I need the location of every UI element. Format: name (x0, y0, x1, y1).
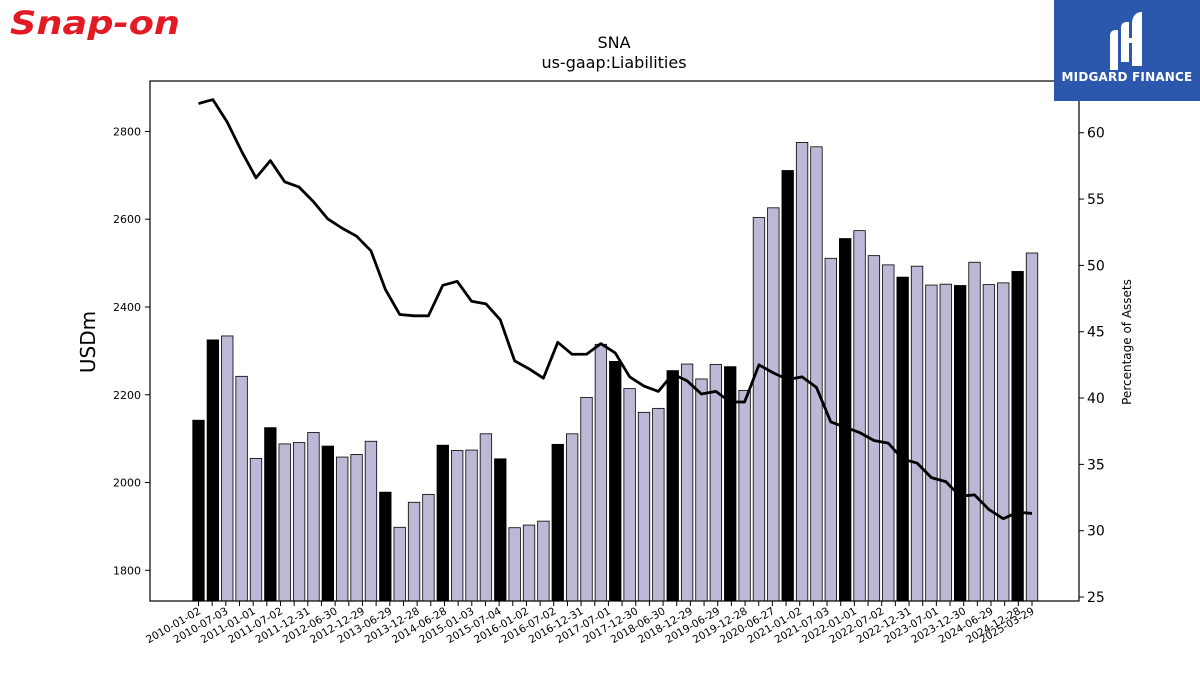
bar (422, 493, 435, 602)
bar (522, 524, 536, 602)
bar (767, 207, 780, 602)
bar (680, 363, 694, 602)
bar (695, 378, 708, 602)
bar (264, 427, 277, 602)
bar (623, 388, 636, 602)
bar (465, 449, 478, 602)
y2-tick-label: 55 (1087, 192, 1105, 208)
y2-tick-label: 40 (1087, 391, 1105, 407)
y-axis-label: USDm (76, 311, 100, 373)
bar (953, 285, 967, 602)
bar (508, 527, 521, 602)
x-axis: 2010-01-022010-07-032011-01-012011-07-02… (144, 601, 1037, 646)
y2-tick-label: 60 (1087, 126, 1105, 142)
bar (1011, 271, 1024, 602)
bar (810, 146, 823, 602)
bar (666, 370, 679, 602)
bar (882, 264, 895, 602)
y2-tick-label: 30 (1087, 524, 1105, 540)
bar (594, 343, 608, 602)
bar (407, 501, 421, 602)
chart-title: SNA (597, 33, 630, 52)
bar (494, 458, 507, 602)
bar (968, 261, 981, 602)
bar (336, 456, 349, 602)
bar (206, 339, 220, 602)
bar (249, 457, 263, 602)
bar (982, 284, 996, 602)
line-series (198, 98, 1033, 521)
bar (795, 142, 809, 602)
left-y-axis: 1800 2000 2200 2400 2600 2800 (113, 125, 150, 577)
bar (824, 257, 837, 602)
midgard-logo-icon (1110, 12, 1142, 70)
bar (235, 375, 248, 602)
bar (853, 230, 866, 602)
y-tick-label: 2200 (113, 389, 141, 402)
bar (551, 443, 564, 602)
y-tick-label: 2600 (113, 213, 141, 226)
bar (896, 276, 909, 602)
y-tick-label: 2400 (113, 301, 141, 314)
midgard-badge-name: MIDGARD FINANCE (1061, 70, 1193, 84)
bar (192, 419, 205, 602)
bar (350, 454, 363, 602)
y2-axis-label: Percentage of Assets (1120, 279, 1134, 405)
bar (939, 283, 952, 602)
bar (910, 265, 924, 602)
y2-tick-label: 45 (1087, 325, 1105, 341)
plot-frame (149, 80, 1080, 602)
bar-series (192, 142, 1039, 602)
bar (278, 443, 291, 602)
bar (709, 364, 722, 602)
percent-of-assets-line (198, 98, 1033, 521)
bar (436, 444, 449, 602)
bar (292, 442, 306, 602)
bar (379, 491, 392, 602)
bar (752, 217, 766, 602)
midgard-finance-badge: MIDGARD FINANCE (1054, 0, 1200, 101)
y-tick-label: 2800 (113, 125, 141, 138)
bar (479, 433, 493, 602)
right-y-axis: 25 30 35 40 45 50 55 60 (1079, 126, 1105, 606)
y-tick-label: 1800 (113, 564, 141, 577)
bar (637, 411, 651, 602)
bar (1025, 252, 1039, 602)
bar (781, 170, 794, 602)
bar (451, 450, 464, 602)
bar (839, 238, 852, 602)
snap-on-logo: Snap-on (10, 4, 180, 40)
bar (565, 433, 579, 602)
bar (580, 396, 593, 602)
bar (364, 440, 378, 602)
bar (537, 520, 550, 602)
y-tick-label: 2000 (113, 477, 141, 490)
bar (997, 282, 1010, 602)
bar (867, 255, 881, 602)
bar (321, 445, 334, 602)
bar (652, 407, 665, 602)
y2-tick-label: 35 (1087, 457, 1105, 473)
bar (738, 389, 751, 602)
bar (307, 432, 320, 602)
y2-tick-label: 25 (1087, 590, 1105, 606)
chart-subtitle: us-gaap:Liabilities (541, 53, 686, 72)
bar (221, 335, 234, 602)
bar (609, 361, 622, 602)
bar (925, 284, 938, 602)
y2-tick-label: 50 (1087, 258, 1105, 274)
bar (393, 526, 406, 602)
snap-on-logo-text: Snap-on (10, 4, 180, 40)
